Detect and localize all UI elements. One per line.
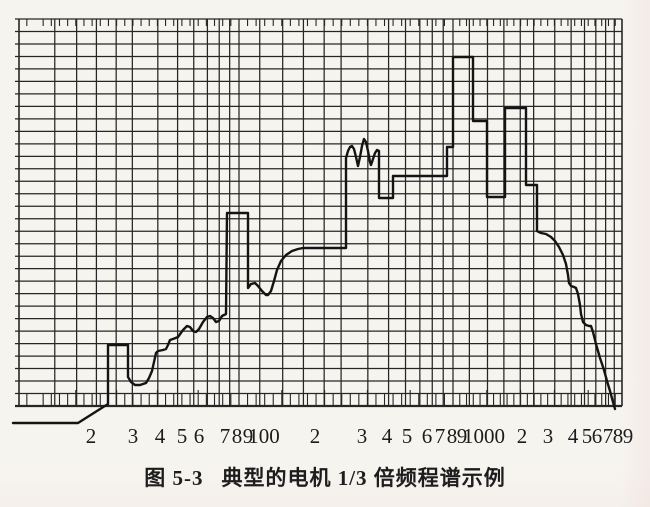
x-tick-label: 2 <box>517 424 528 448</box>
x-tick-label: 9 <box>243 424 254 448</box>
x-tick-label: 8 <box>232 424 243 448</box>
grid-minor-ticks <box>26 19 616 406</box>
figure-title: 典型的电机 1/3 倍频程谱示例 <box>221 466 506 490</box>
x-tick-label: 7 <box>220 424 231 448</box>
grid-horizontal-lines <box>15 18 622 408</box>
x-tick-label: 3 <box>128 424 139 448</box>
x-tick-label: 1000 <box>463 424 505 448</box>
x-tick-label: 9 <box>457 424 468 448</box>
x-tick-label: 3 <box>543 424 554 448</box>
x-tick-label: 5 <box>177 424 188 448</box>
x-tick-label: 6 <box>422 424 433 448</box>
spectrum-trace <box>11 55 617 425</box>
x-tick-label: 4 <box>155 424 166 448</box>
x-tick-label: 100 <box>248 424 280 448</box>
x-tick-label: 3 <box>357 424 368 448</box>
x-tick-label: 5 <box>402 424 413 448</box>
grid-vertical-lines <box>18 19 623 406</box>
x-tick-label: 7 <box>603 424 614 448</box>
figure-caption: 图 5-3 典型的电机 1/3 倍频程谱示例 <box>0 462 650 492</box>
x-tick-label: 2 <box>310 424 321 448</box>
x-tick-label: 2 <box>86 424 97 448</box>
figure-number: 图 5-3 <box>144 466 204 490</box>
x-tick-label: 6 <box>592 424 603 448</box>
x-tick-label: 9 <box>623 424 634 448</box>
x-tick-label: 7 <box>435 424 446 448</box>
x-tick-label: 8 <box>447 424 458 448</box>
x-tick-label: 5 <box>582 424 593 448</box>
spectrum-line <box>11 55 617 425</box>
x-tick-label: 4 <box>568 424 579 448</box>
x-tick-label: 8 <box>613 424 624 448</box>
x-tick-label: 4 <box>382 424 393 448</box>
x-tick-label: 6 <box>194 424 205 448</box>
